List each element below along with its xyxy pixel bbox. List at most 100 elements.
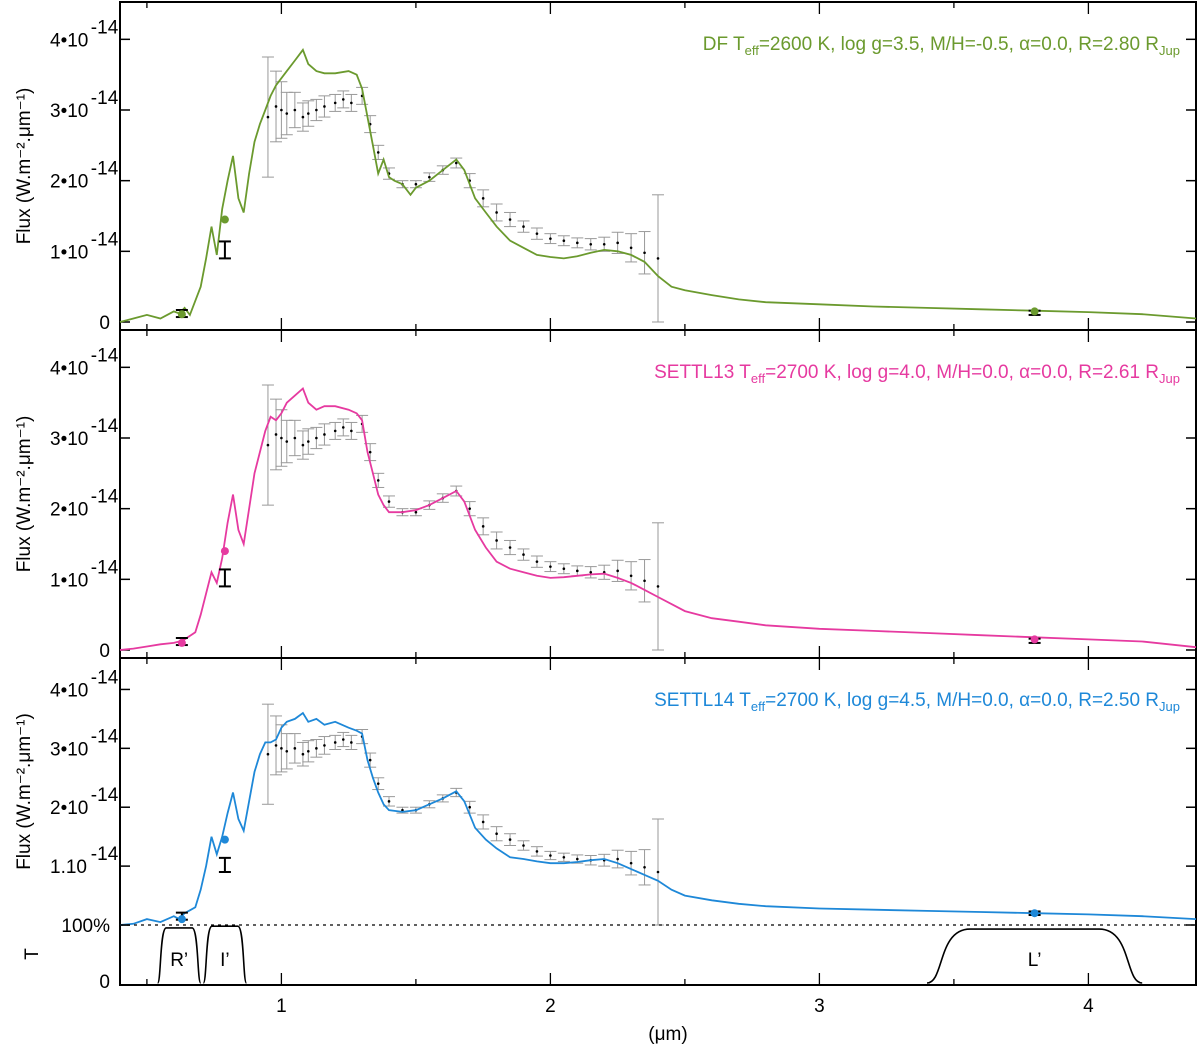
obs-point: [293, 108, 297, 112]
filter-label: R’: [170, 950, 188, 971]
observed-spectrum: [261, 703, 664, 926]
obs-point: [643, 865, 646, 869]
model-photometry-point: [220, 215, 229, 224]
obs-point: [376, 151, 380, 154]
obs-point: [508, 838, 512, 841]
obs-point: [576, 241, 579, 245]
obs-point: [307, 440, 310, 443]
y-tick-label: 100%: [61, 916, 110, 937]
obs-point: [589, 570, 593, 574]
obs-point: [315, 436, 318, 440]
y-tick-label: 0: [99, 641, 110, 662]
obs-point: [401, 808, 404, 812]
y-tick-exponent: -14: [91, 785, 119, 806]
obs-point: [280, 747, 283, 750]
x-tick-label: 4: [1083, 996, 1094, 1017]
filter-transmission-curve: [926, 928, 1143, 984]
obs-point: [323, 105, 326, 108]
observed-spectrum: [261, 384, 664, 651]
obs-point: [562, 239, 566, 243]
x-axis-label: (μm): [648, 1024, 687, 1045]
obs-point: [629, 861, 633, 865]
filter-label: L’: [1028, 950, 1042, 971]
model-label: SETTL14 Teff=2700 K, log g=4.5, M/H=0.0,…: [654, 690, 1180, 714]
obs-point: [333, 101, 337, 105]
obs-point: [522, 553, 525, 556]
obs-point: [333, 741, 337, 744]
model-photometry-point: [177, 310, 186, 319]
model-photometry-point: [220, 835, 229, 844]
y-tick-label: 3•10: [50, 429, 88, 450]
obs-point: [495, 211, 498, 214]
obs-point: [656, 257, 660, 260]
obs-point: [495, 539, 498, 542]
obs-point: [315, 108, 318, 112]
obs-point: [274, 433, 278, 436]
x-tick-label: 2: [545, 996, 556, 1017]
model-spectrum-line: [119, 48, 1197, 323]
obs-point: [285, 749, 289, 753]
obs-point: [562, 855, 566, 859]
model-spectrum-line: [119, 711, 1197, 926]
obs-point: [323, 433, 326, 436]
obs-point: [629, 574, 633, 578]
y-axis-label: Flux (W.m⁻².μm⁻¹): [14, 416, 35, 573]
obs-point: [301, 752, 305, 756]
obs-point: [350, 429, 353, 433]
filter-axis-label: T: [22, 948, 43, 960]
filter-transmission-curve: [156, 927, 202, 984]
y-tick-exponent: -14: [91, 229, 119, 250]
obs-point: [368, 758, 372, 762]
obs-point: [323, 744, 326, 747]
obs-point: [481, 820, 485, 824]
obs-point: [280, 108, 283, 112]
obs-point: [428, 175, 431, 179]
model-label: SETTL13 Teff=2700 K, log g=4.0, M/H=0.0,…: [654, 362, 1180, 386]
obs-point: [535, 850, 539, 853]
filter-label: I’: [220, 950, 230, 971]
obs-point: [481, 525, 485, 528]
y-tick-label: 3•10: [50, 739, 88, 760]
obs-point: [535, 232, 539, 235]
obs-point: [266, 443, 270, 447]
obs-point: [266, 115, 270, 119]
y-tick-exponent: -14: [91, 88, 119, 109]
obs-point: [616, 857, 619, 861]
obs-point: [629, 246, 633, 250]
model-photometry-point: [177, 915, 186, 924]
obs-point: [468, 805, 472, 809]
obs-point: [301, 115, 305, 119]
obs-point: [414, 182, 418, 186]
obs-point: [274, 105, 278, 108]
y-tick-exponent: -14: [91, 844, 119, 865]
panel-frame: [119, 657, 1197, 986]
obs-point: [307, 112, 310, 115]
model-photometry-point: [220, 547, 229, 556]
obs-point: [285, 440, 289, 443]
obs-point: [508, 218, 512, 221]
y-tick-label: 1•10: [50, 242, 88, 263]
obs-point: [307, 749, 310, 753]
model-photometry-point: [1030, 307, 1039, 316]
filter-tick-label: 0: [99, 972, 110, 993]
y-tick-exponent: -14: [91, 726, 119, 747]
y-tick-label: 1.10: [50, 857, 87, 878]
y-tick-exponent: -14: [91, 557, 119, 578]
obs-point: [549, 237, 552, 240]
obs-point: [643, 579, 646, 583]
model-photometry-point: [177, 638, 186, 647]
obs-point: [376, 479, 380, 482]
obs-point: [387, 500, 391, 503]
y-tick-label: 0: [99, 313, 110, 334]
obs-point: [341, 738, 345, 741]
y-tick-exponent: -14: [91, 159, 119, 180]
obs-point: [495, 832, 498, 836]
y-axis-label: Flux (W.m⁻².μm⁻¹): [14, 713, 35, 870]
obs-point: [616, 569, 619, 573]
y-tick-exponent: -14: [91, 487, 119, 508]
x-tick-label: 3: [814, 996, 825, 1017]
obs-point: [315, 747, 318, 750]
